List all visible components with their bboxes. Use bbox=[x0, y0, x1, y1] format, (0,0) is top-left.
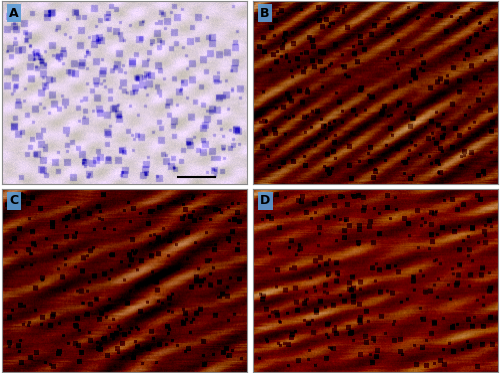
Text: A: A bbox=[10, 7, 19, 20]
Text: D: D bbox=[260, 194, 270, 207]
Text: C: C bbox=[10, 194, 18, 207]
Text: B: B bbox=[260, 7, 270, 20]
